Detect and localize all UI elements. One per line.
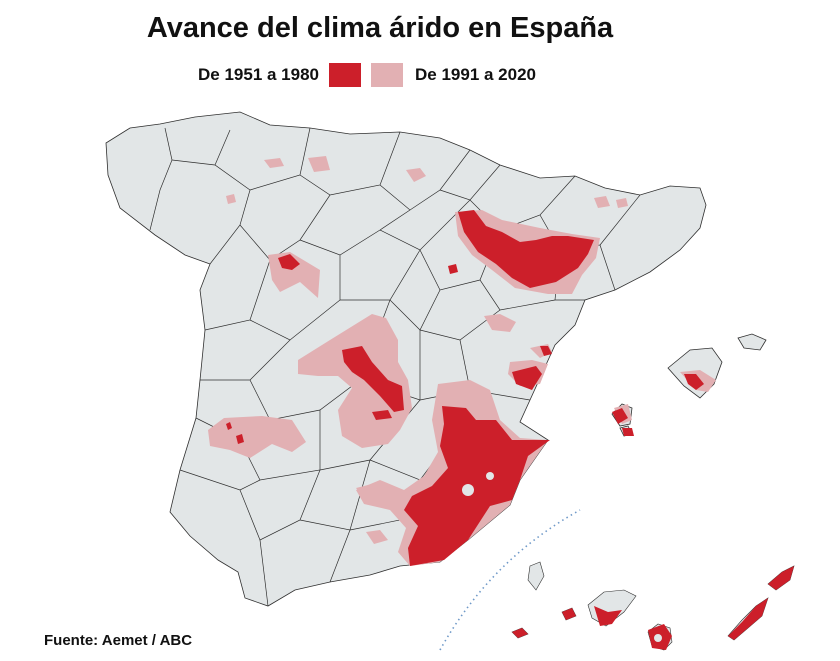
arid-1951-alicante [512,366,542,390]
arid-1951-southeast [404,406,550,566]
arid-1991-pyrenees [594,196,610,208]
legend-swatch-1951-1980 [329,63,361,87]
arid-1951-formentera [622,428,634,436]
arid-1991-burgos [308,156,330,172]
source-credit: Fuente: Aemet / ABC [44,632,193,649]
arid-1991-extremadura [208,416,306,458]
arid-1951-el-hierro [512,628,528,638]
arid-zones-1951-1980 [226,210,794,650]
legend: De 1951 a 1980 De 1991 a 2020 [198,62,536,88]
arid-1951-lanzarote [768,566,794,590]
arid-1991-galicia [226,194,236,204]
canary-separator-line [439,509,581,651]
map-title: Avance del clima árido en España [146,12,614,44]
legend-label-1991-2020: De 1991 a 2020 [415,65,536,84]
non-arid-holes [462,472,662,642]
arid-1951-fuerteventura [728,598,768,640]
legend-swatch-1991-2020 [371,63,403,87]
la-palma-island [527,561,545,591]
arid-1991-cuenca [358,322,378,338]
legend-label-1951-1980: De 1951 a 1980 [198,65,319,84]
arid-1951-ebro [458,210,594,288]
arid-1951-zamora [278,254,300,270]
arid-1991-catalonia [616,198,628,208]
menorca-island [737,333,767,351]
arid-1991-leon [264,158,284,168]
arid-1991-teruel [484,314,516,332]
arid-1951-extremadura-spot [236,434,244,444]
arid-1991-rioja [406,168,426,182]
arid-1991-sevilla [356,484,380,500]
arid-1951-valencia [540,346,552,356]
arid-1951-toledo-spot [372,410,392,420]
arid-1951-tenerife [594,606,622,626]
arid-1951-ebro-spot [448,264,458,274]
arid-1951-mallorca [684,374,704,390]
arid-1951-ibiza [612,408,628,424]
arid-1951-center [342,346,404,412]
arid-1991-malaga [366,530,388,544]
arid-1951-la-gomera [562,608,576,620]
arid-1951-extremadura-spot2 [226,422,232,430]
